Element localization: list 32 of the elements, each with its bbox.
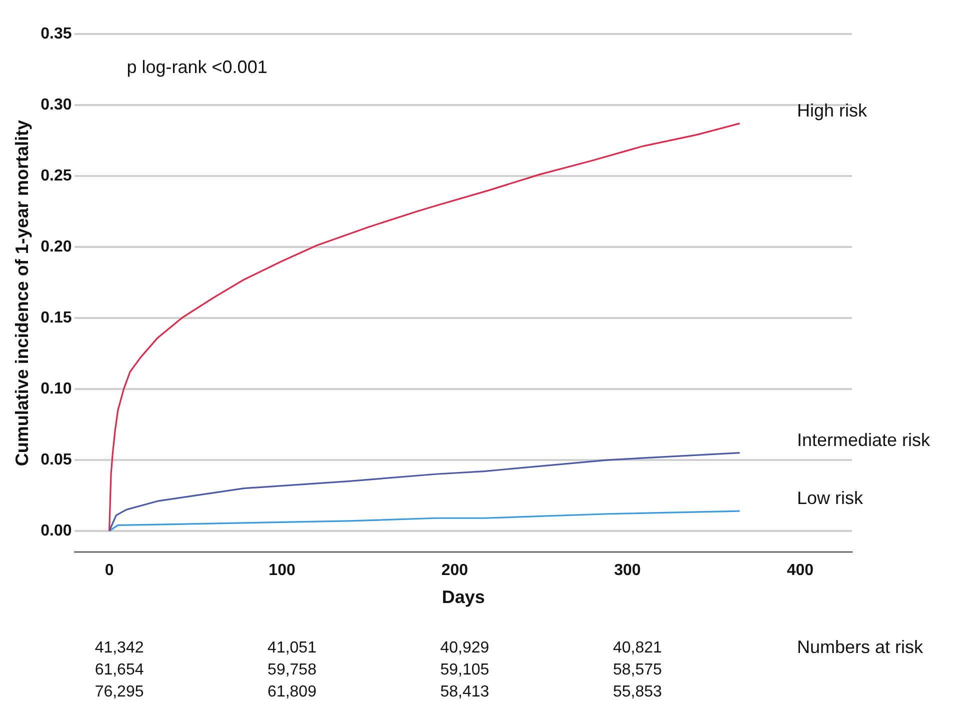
y-tick-label: 0.15 bbox=[40, 309, 72, 326]
x-tick-label: 100 bbox=[268, 562, 296, 580]
text: 58,575 bbox=[612, 661, 662, 678]
text: High risk bbox=[797, 100, 868, 120]
text: Intermediate risk bbox=[797, 430, 932, 450]
y-tick-label: 0.20 bbox=[40, 238, 72, 256]
text: 40,821 bbox=[612, 639, 662, 656]
x-axis-title: Days bbox=[442, 587, 485, 608]
text: Low risk bbox=[797, 488, 864, 508]
y-tick-label: 0.10 bbox=[40, 380, 72, 398]
y-axis-title: Cumulative incidence of 1-year mortality bbox=[12, 120, 32, 466]
text: 59,105 bbox=[440, 661, 490, 678]
x-tick-label: 200 bbox=[441, 562, 468, 580]
text: 41,051 bbox=[268, 639, 317, 656]
y-tick-label: 0.05 bbox=[40, 451, 72, 468]
text: Numbers at risk bbox=[797, 636, 924, 657]
x-tick-label: 0 bbox=[104, 562, 114, 580]
text: 61,654 bbox=[94, 661, 144, 678]
text: 61,809 bbox=[268, 683, 317, 700]
y-tick-label: 0.30 bbox=[40, 96, 72, 114]
y-tick-label: 0.35 bbox=[40, 25, 72, 42]
text: 58,413 bbox=[440, 683, 490, 700]
text: 41,342 bbox=[94, 639, 144, 656]
text: 40,929 bbox=[440, 639, 490, 656]
x-tick-label: 300 bbox=[614, 562, 641, 580]
y-tick-label: 0.00 bbox=[40, 522, 72, 540]
text: 55,853 bbox=[612, 683, 662, 700]
annotation: p log-rank <0.001 bbox=[126, 56, 268, 77]
y-tick-label: 0.25 bbox=[40, 167, 72, 184]
x-tick-label: 400 bbox=[786, 562, 814, 580]
text: 59,758 bbox=[268, 661, 317, 678]
text: 76,295 bbox=[94, 683, 144, 700]
